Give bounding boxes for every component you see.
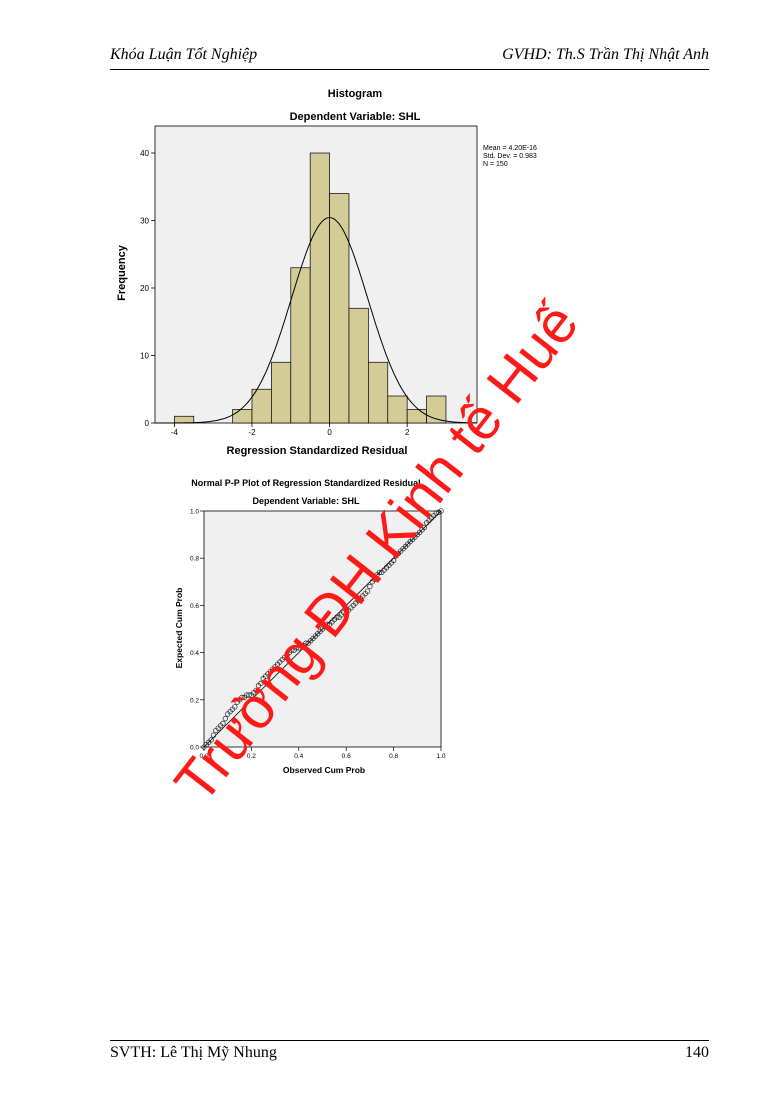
pp-point-41: [298, 642, 304, 649]
pp-point-74: [376, 569, 383, 576]
pp-point-8: [220, 720, 226, 727]
pp-ytick-label-2: 0.4: [190, 650, 199, 657]
pp-ytick-label-0: 0.0: [190, 745, 199, 752]
pp-point-37: [289, 647, 295, 653]
pp-point-3: [208, 737, 214, 743]
pp-ylabel: Expected Cum Prob: [174, 588, 184, 669]
pp-xtick-label-2: 0.4: [294, 753, 303, 760]
histogram-bar-9: [387, 395, 408, 424]
histogram-bar-1: [232, 409, 253, 424]
histogram-bar-0: [174, 415, 195, 424]
histogram-ytick-label-3: 30: [140, 217, 149, 226]
pp-point-22: [253, 687, 259, 694]
pp-point-56: [334, 614, 340, 620]
pp-point-19: [246, 692, 252, 698]
pp-xtick-label-5: 1.0: [436, 753, 445, 760]
histogram-xlabel: Regression Standardized Residual: [227, 445, 408, 457]
histogram-bar-6: [329, 193, 350, 424]
histogram-bar-3: [271, 361, 292, 424]
pp-point-69: [364, 588, 371, 594]
histogram-ylabel: Frequency: [116, 244, 128, 301]
histogram-bar-7: [348, 307, 369, 424]
histogram-ytick-label-1: 10: [140, 352, 149, 361]
histogram-xtick-label-0: -4: [171, 428, 179, 437]
histogram-plot-area: 0 10 20 30 40 -4 -2 0 2: [140, 125, 478, 437]
stat-sd: Std. Dev. = 0.983: [483, 153, 537, 160]
histogram-stats: Mean = 4.20E-16 Std. Dev. = 0.983 N = 15…: [483, 145, 537, 168]
pp-title: Normal P-P Plot of Regression Standardiz…: [191, 478, 420, 488]
histogram-bar-11: [426, 395, 447, 424]
pp-xtick-label-1: 0.2: [247, 753, 256, 760]
pp-ytick-label-3: 0.6: [190, 603, 199, 610]
page-header: Khóa Luận Tốt Nghiệp GVHD: Th.S Trần Thị…: [110, 46, 709, 70]
histogram-title: Histogram: [328, 88, 383, 100]
pp-xtick-label-0: 0.0: [199, 753, 208, 760]
pp-point-4: [210, 732, 217, 738]
footer-author: SVTH: Lê Thị Mỹ Nhung: [110, 1044, 277, 1061]
page-number: 140: [685, 1044, 709, 1061]
histogram-ytick-label-0: 0: [145, 419, 150, 428]
header-right-text: GVHD: Th.S Trần Thị Nhật Anh: [502, 46, 709, 63]
histogram-ytick-label-4: 40: [140, 149, 149, 158]
pp-point-43: [303, 640, 309, 646]
histogram-bar-5: [309, 152, 330, 424]
pp-point-9: [222, 716, 228, 722]
page-footer: SVTH: Lê Thị Mỹ Nhung 140: [110, 1044, 709, 1068]
histogram-bar-10: [406, 409, 427, 424]
normal-curve: [155, 216, 477, 424]
header-rule: [110, 69, 709, 70]
pp-plot-chart: Normal P-P Plot of Regression Standardiz…: [174, 478, 446, 775]
pp-ytick-label-1: 0.2: [190, 697, 199, 704]
pp-point-93: [421, 524, 428, 531]
histogram-xtick-label-2: 0: [327, 428, 332, 437]
pp-point-13: [232, 704, 238, 710]
footer-rule: [110, 1040, 709, 1041]
pp-xtick-label-4: 0.8: [389, 753, 398, 760]
histogram-bar-8: [368, 361, 389, 424]
histogram-bar-2: [251, 388, 272, 424]
pp-point-52: [324, 621, 330, 627]
pp-point-72: [371, 576, 378, 583]
stat-mean: Mean = 4.20E-16: [483, 145, 537, 152]
pp-subtitle: Dependent Variable: SHL: [252, 496, 360, 506]
pp-xlabel: Observed Cum Prob: [283, 765, 365, 775]
pp-ytick-label-4: 0.8: [190, 556, 199, 563]
histogram-subtitle: Dependent Variable: SHL: [290, 111, 421, 123]
pp-point-16: [239, 694, 245, 701]
histogram-xtick-label-3: 2: [405, 428, 410, 437]
pp-point-60: [343, 607, 349, 613]
pp-ytick-label-5: 1.0: [190, 509, 199, 516]
pp-point-100: [438, 508, 444, 514]
histogram-chart: Histogram Dependent Variable: SHL 010203…: [116, 88, 537, 457]
pp-xtick-label-3: 0.6: [342, 753, 351, 760]
header-left-text: Khóa Luận Tốt Nghiệp: [110, 46, 258, 63]
histogram-xtick-label-1: -2: [248, 428, 256, 437]
pp-plot-area: 0.0 0.2 0.4 0.6 0.8 1.0 0.0 0.2 0.4 0.6 0.8 1.0: [190, 508, 446, 760]
histogram-ytick-label-2: 20: [140, 284, 149, 293]
pp-point-70: [367, 583, 373, 590]
pp-point-39: [293, 645, 300, 651]
stat-n: N = 150: [483, 161, 508, 168]
pp-point-80: [390, 557, 397, 564]
pp-point-24: [258, 680, 264, 686]
